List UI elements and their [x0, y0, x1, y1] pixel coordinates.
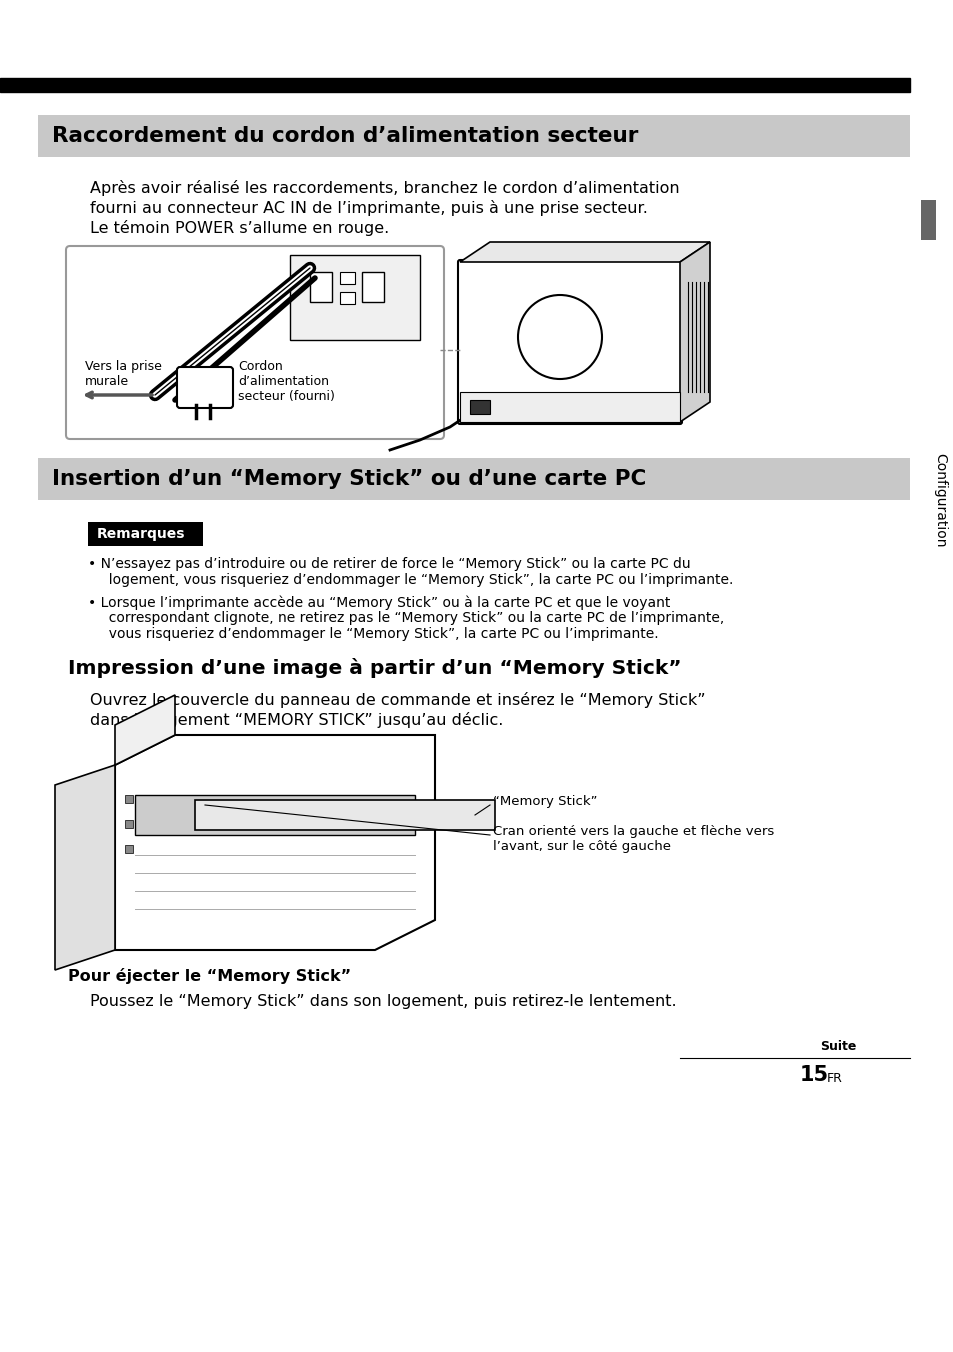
Text: Suite: Suite — [820, 1040, 856, 1053]
Text: Vers la prise
murale: Vers la prise murale — [85, 360, 162, 388]
Bar — [125, 845, 132, 853]
Text: fourni au connecteur AC IN de l’imprimante, puis à une prise secteur.: fourni au connecteur AC IN de l’impriman… — [90, 200, 647, 216]
Bar — [194, 800, 495, 830]
FancyBboxPatch shape — [66, 246, 443, 439]
Text: Ouvrez le couvercle du panneau de commande et insérez le “Memory Stick”: Ouvrez le couvercle du panneau de comman… — [90, 692, 705, 708]
Bar — [290, 256, 419, 339]
Text: Après avoir réalisé les raccordements, branchez le cordon d’alimentation: Après avoir réalisé les raccordements, b… — [90, 180, 679, 196]
Text: Configuration: Configuration — [932, 453, 946, 548]
Text: Cran orienté vers la gauche et flèche vers
l’avant, sur le côté gauche: Cran orienté vers la gauche et flèche ve… — [493, 825, 774, 853]
Polygon shape — [679, 242, 709, 422]
Bar — [88, 522, 203, 546]
Text: Impression d’une image à partir d’un “Memory Stick”: Impression d’une image à partir d’un “Me… — [68, 658, 680, 677]
Text: 15: 15 — [800, 1065, 828, 1086]
Bar — [339, 272, 355, 284]
Bar — [38, 458, 909, 500]
Bar — [470, 400, 490, 414]
Bar — [310, 272, 332, 301]
Bar — [920, 200, 935, 241]
Text: • N’essayez pas d’introduire ou de retirer de force le “Memory Stick” ou la cart: • N’essayez pas d’introduire ou de retir… — [88, 557, 690, 571]
Circle shape — [517, 295, 601, 379]
Text: FR: FR — [826, 1072, 842, 1086]
Polygon shape — [55, 765, 115, 969]
Text: Insertion d’un “Memory Stick” ou d’une carte PC: Insertion d’un “Memory Stick” ou d’une c… — [52, 469, 646, 489]
Polygon shape — [115, 735, 435, 950]
Text: • Lorsque l’imprimante accède au “Memory Stick” ou à la carte PC et que le voyan: • Lorsque l’imprimante accède au “Memory… — [88, 595, 670, 610]
FancyBboxPatch shape — [177, 366, 233, 408]
Bar — [459, 392, 679, 422]
Text: dans le logement “MEMORY STICK” jusqu’au déclic.: dans le logement “MEMORY STICK” jusqu’au… — [90, 713, 503, 727]
Text: Cordon
d’alimentation
secteur (fourni): Cordon d’alimentation secteur (fourni) — [237, 360, 335, 403]
Polygon shape — [115, 695, 174, 765]
Bar — [38, 115, 909, 157]
Text: “Memory Stick”: “Memory Stick” — [493, 795, 597, 808]
Bar — [125, 795, 132, 803]
Text: Remarques: Remarques — [97, 527, 185, 541]
Text: Le témoin POWER s’allume en rouge.: Le témoin POWER s’allume en rouge. — [90, 220, 389, 237]
Text: vous risqueriez d’endommager le “Memory Stick”, la carte PC ou l’imprimante.: vous risqueriez d’endommager le “Memory … — [100, 627, 658, 641]
Bar — [0, 78, 909, 92]
Bar — [339, 292, 355, 304]
Bar — [361, 272, 384, 301]
Text: Pour éjecter le “Memory Stick”: Pour éjecter le “Memory Stick” — [68, 968, 351, 984]
Text: Poussez le “Memory Stick” dans son logement, puis retirez-le lentement.: Poussez le “Memory Stick” dans son logem… — [90, 994, 676, 1009]
Text: Raccordement du cordon d’alimentation secteur: Raccordement du cordon d’alimentation se… — [52, 126, 638, 146]
Bar — [135, 795, 415, 836]
Polygon shape — [459, 242, 709, 262]
Text: correspondant clignote, ne retirez pas le “Memory Stick” ou la carte PC de l’imp: correspondant clignote, ne retirez pas l… — [100, 611, 723, 625]
FancyBboxPatch shape — [457, 260, 681, 425]
Bar — [125, 821, 132, 827]
Text: logement, vous risqueriez d’endommager le “Memory Stick”, la carte PC ou l’impri: logement, vous risqueriez d’endommager l… — [100, 573, 733, 587]
